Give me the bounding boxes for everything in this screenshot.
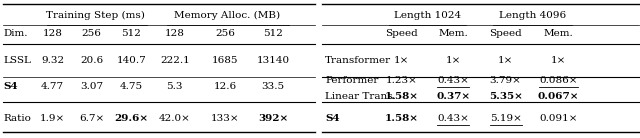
Text: Speed: Speed (489, 29, 522, 38)
Text: Speed: Speed (385, 29, 419, 38)
Text: Ratio: Ratio (4, 114, 32, 123)
Text: 20.6: 20.6 (80, 56, 103, 65)
Text: 0.091×: 0.091× (540, 114, 578, 123)
Text: 3.07: 3.07 (80, 82, 103, 91)
Text: 42.0×: 42.0× (159, 114, 191, 123)
Text: Length 4096: Length 4096 (499, 11, 566, 20)
Text: 5.35×: 5.35× (489, 92, 522, 101)
Text: 1685: 1685 (212, 56, 239, 65)
Text: 1×: 1× (445, 56, 461, 65)
Text: 33.5: 33.5 (262, 82, 285, 91)
Text: 0.067×: 0.067× (538, 92, 579, 101)
Text: 0.086×: 0.086× (540, 76, 578, 85)
Text: 512: 512 (121, 29, 141, 38)
Text: 1.9×: 1.9× (40, 114, 65, 123)
Text: 1×: 1× (551, 56, 566, 65)
Text: 512: 512 (263, 29, 284, 38)
Text: 128: 128 (164, 29, 185, 38)
Text: 1.58×: 1.58× (385, 92, 419, 101)
Text: 1.23×: 1.23× (386, 76, 418, 85)
Text: 222.1: 222.1 (160, 56, 189, 65)
Text: 9.32: 9.32 (41, 56, 64, 65)
Text: 1×: 1× (394, 56, 410, 65)
Text: 13140: 13140 (257, 56, 290, 65)
Text: 256: 256 (215, 29, 236, 38)
Text: Performer: Performer (325, 76, 378, 85)
Text: Mem.: Mem. (438, 29, 468, 38)
Text: Mem.: Mem. (544, 29, 573, 38)
Text: 0.43×: 0.43× (437, 76, 469, 85)
Text: 128: 128 (42, 29, 63, 38)
Text: 12.6: 12.6 (214, 82, 237, 91)
Text: S4: S4 (325, 114, 340, 123)
Text: 3.79×: 3.79× (490, 76, 522, 85)
Text: Training Step (ms): Training Step (ms) (45, 11, 145, 20)
Text: 1.58×: 1.58× (385, 114, 419, 123)
Text: 4.75: 4.75 (120, 82, 143, 91)
Text: 6.7×: 6.7× (79, 114, 104, 123)
Text: 5.3: 5.3 (166, 82, 183, 91)
Text: 29.6×: 29.6× (114, 114, 148, 123)
Text: 256: 256 (81, 29, 102, 38)
Text: Linear Trans.: Linear Trans. (325, 92, 396, 101)
Text: 4.77: 4.77 (41, 82, 64, 91)
Text: 133×: 133× (211, 114, 239, 123)
Text: 140.7: 140.7 (116, 56, 146, 65)
Text: LSSL: LSSL (4, 56, 32, 65)
Text: Length 1024: Length 1024 (394, 11, 461, 20)
Text: 0.37×: 0.37× (436, 92, 470, 101)
Text: Transformer: Transformer (325, 56, 391, 65)
Text: S4: S4 (4, 82, 19, 91)
Text: Dim.: Dim. (4, 29, 28, 38)
Text: 1×: 1× (498, 56, 513, 65)
Text: Memory Alloc. (MB): Memory Alloc. (MB) (174, 11, 280, 20)
Text: 0.43×: 0.43× (437, 114, 469, 123)
Text: 392×: 392× (258, 114, 289, 123)
Text: 5.19×: 5.19× (490, 114, 522, 123)
